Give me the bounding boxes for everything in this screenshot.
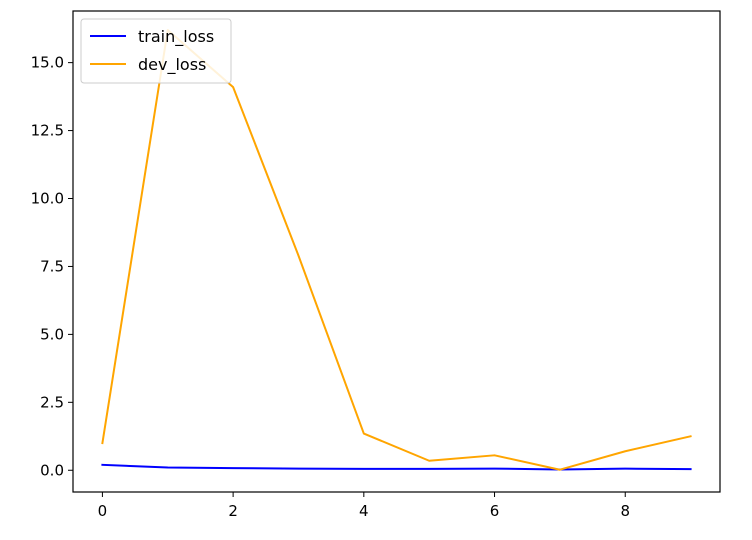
plot-frame	[72, 10, 721, 493]
series-line-dev-loss	[101, 29, 692, 471]
x-tick-label: 8	[620, 502, 630, 520]
series-line-train-loss	[101, 463, 692, 471]
legend: train_loss dev_loss	[80, 18, 232, 84]
y-tick-label: 10.0	[31, 190, 64, 208]
x-tick-label: 0	[98, 502, 108, 520]
y-tick-label: 0.0	[40, 461, 64, 479]
y-tick-label: 7.5	[40, 257, 64, 275]
x-tick-label: 6	[490, 502, 500, 520]
y-tick-label: 2.5	[40, 393, 64, 411]
plot-series	[101, 29, 692, 471]
legend-label: train_loss	[138, 27, 214, 47]
y-axis: 0.0 2.5 5.0 7.5 10.0 12.5 15.0	[31, 54, 73, 479]
y-tick-label: 5.0	[40, 325, 64, 343]
x-axis: 0 2 4 6 8	[98, 492, 630, 520]
y-tick-label: 15.0	[31, 54, 64, 72]
x-tick-label: 2	[228, 502, 238, 520]
y-tick-label: 12.5	[31, 122, 64, 140]
legend-label: dev_loss	[138, 55, 206, 75]
x-tick-label: 4	[359, 502, 369, 520]
